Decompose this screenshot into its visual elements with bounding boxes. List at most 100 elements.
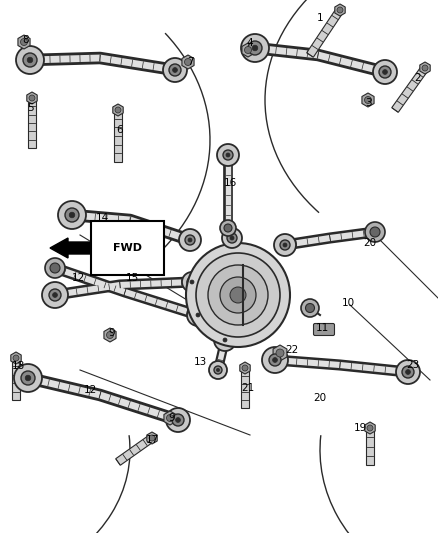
Circle shape [248, 41, 262, 55]
Circle shape [223, 150, 233, 160]
Circle shape [373, 60, 397, 84]
Circle shape [13, 355, 19, 361]
Polygon shape [18, 35, 30, 49]
Circle shape [230, 236, 234, 240]
Circle shape [25, 375, 31, 381]
Polygon shape [11, 352, 21, 364]
Polygon shape [113, 104, 123, 116]
FancyBboxPatch shape [314, 324, 335, 335]
Circle shape [365, 222, 385, 242]
Circle shape [27, 57, 33, 63]
Text: 22: 22 [286, 345, 299, 355]
Polygon shape [27, 92, 37, 104]
Circle shape [242, 365, 248, 371]
Polygon shape [273, 345, 287, 361]
Polygon shape [116, 435, 154, 465]
Circle shape [220, 220, 236, 236]
Polygon shape [335, 4, 345, 16]
Text: 4: 4 [247, 38, 253, 48]
Text: 20: 20 [314, 393, 327, 403]
Text: 5: 5 [27, 103, 33, 113]
Polygon shape [307, 8, 343, 57]
Circle shape [53, 293, 57, 297]
Polygon shape [362, 93, 374, 107]
Polygon shape [147, 432, 157, 444]
Circle shape [196, 253, 280, 337]
Circle shape [214, 366, 222, 374]
Circle shape [209, 361, 227, 379]
Circle shape [230, 287, 246, 303]
Polygon shape [365, 422, 375, 434]
Circle shape [106, 332, 113, 338]
Text: 13: 13 [193, 357, 207, 367]
Circle shape [163, 58, 187, 82]
Circle shape [23, 53, 37, 67]
Text: 16: 16 [223, 178, 237, 188]
Text: 1: 1 [317, 13, 323, 23]
Circle shape [166, 415, 173, 422]
Circle shape [172, 414, 184, 426]
Circle shape [50, 263, 60, 273]
FancyArrow shape [50, 238, 105, 258]
Text: 23: 23 [406, 360, 420, 370]
Circle shape [187, 304, 209, 326]
Circle shape [42, 282, 68, 308]
Circle shape [370, 227, 380, 237]
Polygon shape [114, 110, 122, 162]
Circle shape [16, 46, 44, 74]
Circle shape [269, 354, 281, 366]
Polygon shape [104, 328, 116, 342]
Circle shape [58, 201, 86, 229]
Circle shape [224, 224, 232, 232]
Circle shape [193, 310, 203, 320]
Circle shape [169, 64, 181, 76]
Text: 9: 9 [109, 328, 115, 338]
Text: 3: 3 [365, 98, 371, 108]
Circle shape [115, 107, 121, 113]
Circle shape [227, 233, 237, 243]
Circle shape [226, 153, 230, 157]
Text: 12: 12 [83, 385, 97, 395]
Circle shape [283, 243, 287, 247]
Text: 19: 19 [353, 423, 367, 433]
Text: 8: 8 [23, 35, 29, 45]
Circle shape [185, 235, 195, 245]
Circle shape [383, 70, 387, 75]
Text: 10: 10 [342, 298, 355, 308]
Circle shape [280, 240, 290, 250]
Circle shape [262, 347, 288, 373]
Circle shape [422, 65, 428, 71]
Circle shape [367, 425, 373, 431]
Circle shape [208, 265, 268, 325]
Circle shape [190, 280, 194, 284]
Circle shape [14, 364, 42, 392]
Circle shape [364, 96, 371, 103]
Text: 6: 6 [117, 125, 124, 135]
Circle shape [252, 45, 258, 51]
Circle shape [182, 272, 202, 292]
Circle shape [188, 238, 192, 242]
Text: FWD: FWD [113, 243, 142, 253]
Circle shape [406, 369, 410, 374]
Polygon shape [240, 362, 250, 374]
Circle shape [69, 212, 75, 218]
Circle shape [21, 371, 35, 385]
Circle shape [241, 34, 269, 62]
Circle shape [176, 417, 180, 422]
Circle shape [274, 234, 296, 256]
Text: 2: 2 [415, 73, 421, 83]
Circle shape [196, 313, 200, 317]
Circle shape [223, 338, 227, 342]
Text: 20: 20 [364, 238, 377, 248]
Circle shape [301, 299, 319, 317]
Circle shape [220, 335, 230, 345]
Circle shape [166, 408, 190, 432]
Polygon shape [392, 66, 428, 112]
Text: 18: 18 [11, 361, 25, 371]
Circle shape [65, 208, 79, 222]
Circle shape [179, 229, 201, 251]
Polygon shape [420, 62, 430, 74]
Circle shape [216, 368, 219, 372]
Text: 12: 12 [71, 273, 85, 283]
Text: 9: 9 [169, 413, 175, 423]
